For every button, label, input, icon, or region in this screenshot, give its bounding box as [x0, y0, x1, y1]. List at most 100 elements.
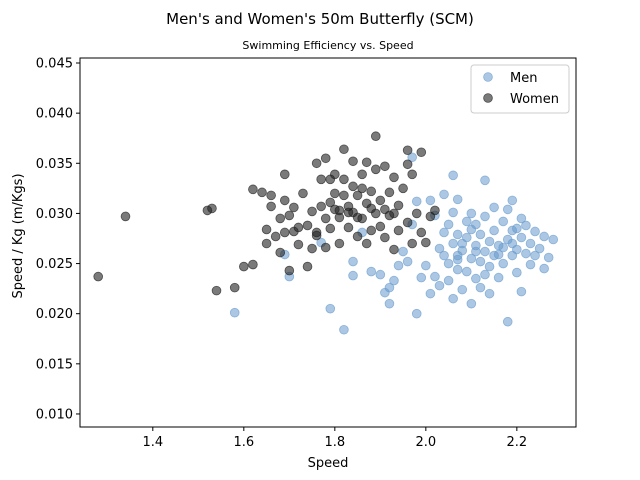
data-point [512, 267, 522, 278]
data-point [466, 224, 477, 235]
data-point [411, 208, 422, 219]
data-point [261, 224, 272, 235]
data-point [407, 169, 417, 180]
data-point [548, 234, 559, 245]
data-point [484, 288, 495, 299]
data-point [380, 204, 390, 215]
data-point [407, 152, 417, 163]
data-point [493, 272, 504, 283]
data-point [366, 225, 377, 236]
data-point [270, 231, 281, 242]
y-tick-label: 0.035 [36, 157, 73, 172]
data-point [489, 225, 499, 236]
data-point [352, 231, 363, 242]
chart-title: Men's and Women's 50m Butterfly (SCM) [166, 10, 474, 28]
data-point [421, 237, 431, 248]
legend: Men Women [470, 64, 570, 114]
data-point [375, 195, 386, 206]
data-point [502, 204, 513, 215]
data-point [320, 153, 331, 164]
data-point [284, 210, 295, 221]
data-point [389, 275, 399, 286]
data-point [439, 189, 449, 200]
data-point [343, 207, 354, 218]
data-point [275, 247, 286, 258]
data-point [411, 196, 422, 207]
data-point [320, 242, 331, 253]
data-point [366, 203, 377, 214]
data-point [516, 286, 527, 297]
data-point [316, 174, 326, 185]
data-point [461, 266, 472, 277]
data-point [452, 254, 463, 265]
chart-subtitle: Swimming Efficiency vs. Speed [242, 39, 413, 52]
data-point [339, 190, 349, 201]
data-point [498, 216, 508, 227]
data-point [457, 284, 468, 295]
data-point [302, 261, 313, 272]
data-point [284, 265, 295, 276]
data-point [416, 272, 427, 283]
data-point [402, 217, 413, 228]
data-point [361, 238, 372, 249]
y-tick-label: 0.025 [36, 257, 73, 272]
data-point [443, 258, 454, 269]
data-point [389, 208, 399, 219]
y-tick-label: 0.020 [36, 307, 73, 322]
data-point [211, 285, 222, 296]
data-point [484, 261, 495, 272]
data-point [448, 207, 458, 218]
data-point [325, 303, 336, 314]
data-point [471, 246, 481, 257]
data-point [530, 226, 540, 237]
data-point [248, 259, 258, 270]
data-point [384, 282, 395, 293]
data-point [257, 187, 267, 198]
data-point [452, 264, 463, 275]
data-point [471, 273, 481, 284]
data-point [320, 213, 331, 224]
data-point [521, 220, 531, 231]
data-point [393, 200, 404, 211]
data-point [475, 229, 486, 240]
y-tick-label: 0.030 [36, 207, 73, 222]
plot-area [79, 57, 577, 428]
data-point [525, 259, 536, 270]
data-point [461, 216, 472, 227]
data-point [484, 236, 495, 247]
data-point [266, 201, 276, 212]
data-point [430, 205, 440, 216]
data-point [348, 270, 358, 281]
data-point [516, 213, 527, 224]
data-point [330, 188, 340, 199]
data-point [516, 232, 527, 243]
data-point [480, 175, 490, 186]
data-point [498, 242, 508, 253]
data-point [480, 246, 490, 257]
y-tick-label: 0.015 [36, 357, 73, 372]
data-point [439, 250, 449, 261]
data-point [229, 307, 240, 318]
data-point [448, 238, 458, 249]
data-point [370, 131, 381, 142]
y-tick-label: 0.040 [36, 107, 73, 122]
data-point [261, 238, 272, 249]
data-point [411, 308, 422, 319]
data-point [543, 252, 554, 263]
data-point [348, 156, 358, 167]
data-point [398, 183, 408, 194]
data-point [434, 280, 445, 291]
data-point [393, 260, 404, 271]
data-point [357, 169, 367, 180]
legend-box [470, 64, 570, 114]
data-point [530, 250, 540, 261]
data-point [384, 298, 395, 309]
y-tick-label: 0.010 [36, 407, 73, 422]
data-point [502, 316, 513, 327]
x-tick-label: 2.2 [507, 435, 528, 450]
data-point [348, 181, 358, 192]
data-point [421, 260, 431, 271]
series-men [229, 152, 559, 335]
data-point [239, 261, 249, 272]
